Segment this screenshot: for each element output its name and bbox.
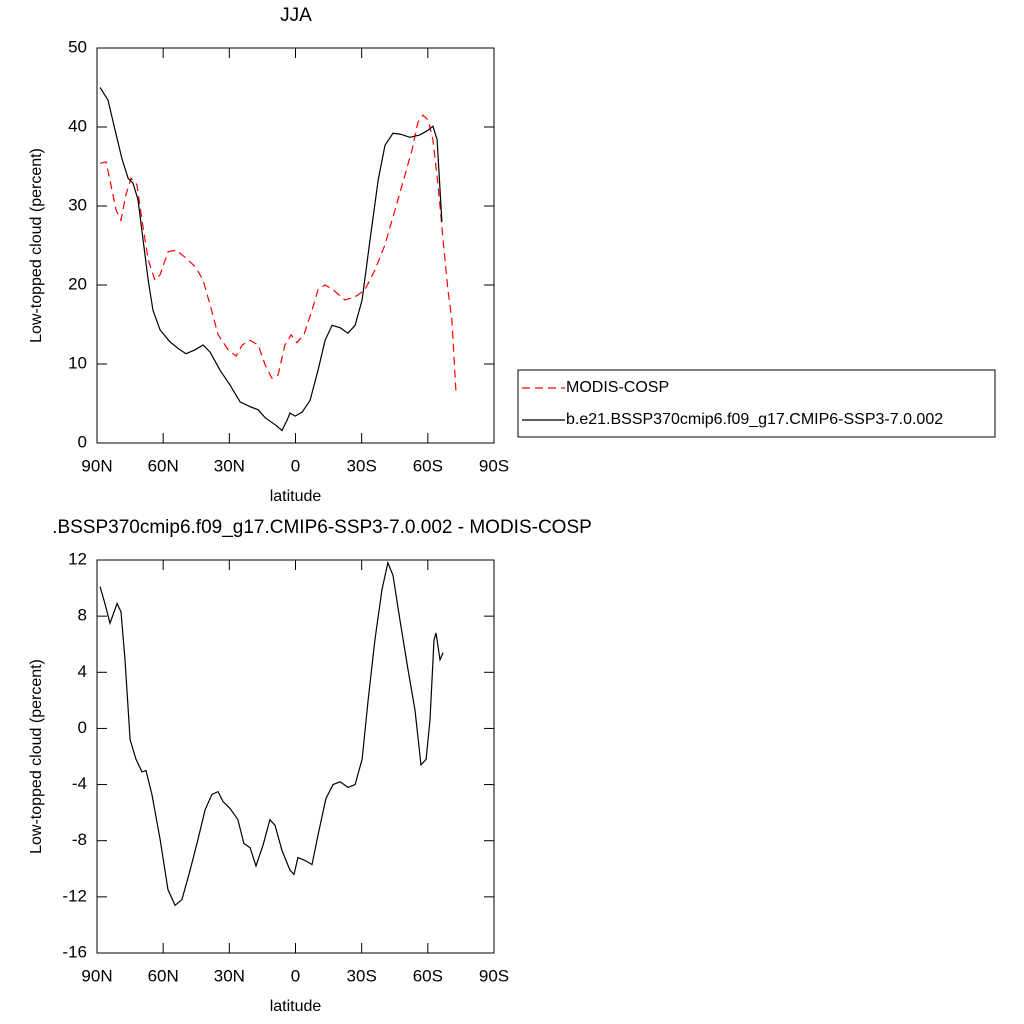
y-tick-label: -4 (72, 774, 87, 793)
y-tick-label: 4 (78, 662, 87, 681)
y-tick-label: 8 (78, 606, 87, 625)
y-tick-label: -16 (62, 942, 87, 961)
x-tick-label: 90N (81, 966, 112, 985)
y-tick-label: 30 (68, 195, 87, 214)
x-tick-label: 90S (479, 456, 509, 475)
legend-box (517, 369, 996, 438)
y-axis-label: Low-topped cloud (percent) (28, 659, 45, 854)
legend-label: MODIS-COSP (566, 379, 669, 396)
x-tick-label: 60N (148, 456, 179, 475)
plot-frame (96, 47, 495, 444)
x-tick-label: 30N (214, 456, 245, 475)
y-tick-label: 20 (68, 274, 87, 293)
y-tick-label: 50 (68, 37, 87, 56)
x-tick-label: 0 (291, 966, 300, 985)
data-line (99, 87, 443, 432)
x-tick-label: 90N (81, 456, 112, 475)
y-tick-label: 12 (68, 549, 87, 568)
data-line (99, 560, 444, 907)
y-tick-label: 0 (78, 432, 87, 451)
y-tick-label: -8 (72, 830, 87, 849)
chart-title: JJA (280, 5, 312, 26)
x-tick-label: 60S (413, 966, 443, 985)
y-tick-label: 40 (68, 116, 87, 135)
y-axis-label: Low-topped cloud (percent) (28, 148, 45, 343)
x-tick-label: 0 (291, 456, 300, 475)
x-tick-label: 30S (347, 456, 377, 475)
x-tick-label: 30N (214, 966, 245, 985)
y-tick-label: 0 (78, 718, 87, 737)
plot-frame (96, 559, 495, 954)
x-tick-label: 60N (148, 966, 179, 985)
chart-title: .BSSP370cmip6.f09_g17.CMIP6-SSP3-7.0.002… (52, 517, 592, 538)
data-line (99, 114, 457, 395)
x-tick-label: 90S (479, 966, 509, 985)
x-axis-label: latitude (270, 488, 322, 505)
legend-label: b.e21.BSSP370cmip6.f09_g17.CMIP6-SSP3-7.… (566, 411, 943, 428)
x-tick-label: 30S (347, 966, 377, 985)
x-tick-label: 60S (413, 456, 443, 475)
x-axis-label: latitude (270, 998, 322, 1015)
y-tick-label: 10 (68, 353, 87, 372)
y-tick-label: -12 (62, 886, 87, 905)
